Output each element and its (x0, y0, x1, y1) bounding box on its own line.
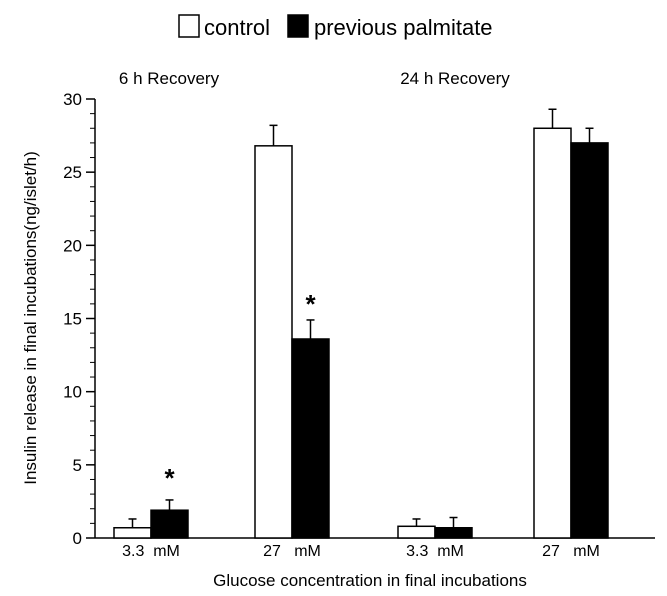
y-tick-label: 10 (63, 383, 82, 402)
legend-swatch-control (178, 14, 200, 38)
y-tick-label: 0 (73, 529, 82, 548)
x-tick-label: 3.3 mM (122, 543, 180, 560)
y-tick-label: 30 (63, 90, 82, 109)
bar-control (397, 525, 436, 539)
y-tick-label: 25 (63, 163, 82, 182)
bars (113, 108, 609, 539)
bar-previous-palmitate (291, 338, 330, 539)
legend-swatch-previous-palmitate (287, 14, 309, 38)
bar-control (113, 527, 152, 539)
bar-previous-palmitate (150, 509, 189, 539)
significance-asterisk: * (164, 463, 175, 493)
panel-title-6h: 6 h Recovery (119, 69, 220, 88)
bar-previous-palmitate (570, 142, 609, 539)
x-tick-label: 27 mM (263, 543, 321, 560)
category-labels: 3.3 mM 27 mM 3.3 mM 27 mM (122, 543, 600, 560)
annotations: ** (164, 289, 316, 493)
panel-title-24h: 24 h Recovery (400, 69, 510, 88)
y-axis-label: Insulin release in final incubations(ng/… (21, 151, 40, 485)
bar-control (533, 127, 572, 539)
bar-control (254, 145, 293, 539)
y-ticks: 0 5 10 15 20 25 30 (63, 90, 95, 548)
x-tick-label: 27 mM (542, 543, 600, 560)
legend-label-control: control (204, 15, 270, 40)
y-tick-label: 15 (63, 310, 82, 329)
legend-label-previous-palmitate: previous palmitate (314, 15, 493, 40)
legend: control previous palmitate (178, 14, 493, 40)
x-axis-label: Glucose concentration in final incubatio… (213, 571, 527, 590)
x-tick-label: 3.3 mM (406, 543, 464, 560)
y-tick-label: 5 (73, 456, 82, 475)
y-tick-label: 20 (63, 236, 82, 255)
significance-asterisk: * (305, 289, 316, 319)
bar-previous-palmitate (434, 527, 473, 539)
